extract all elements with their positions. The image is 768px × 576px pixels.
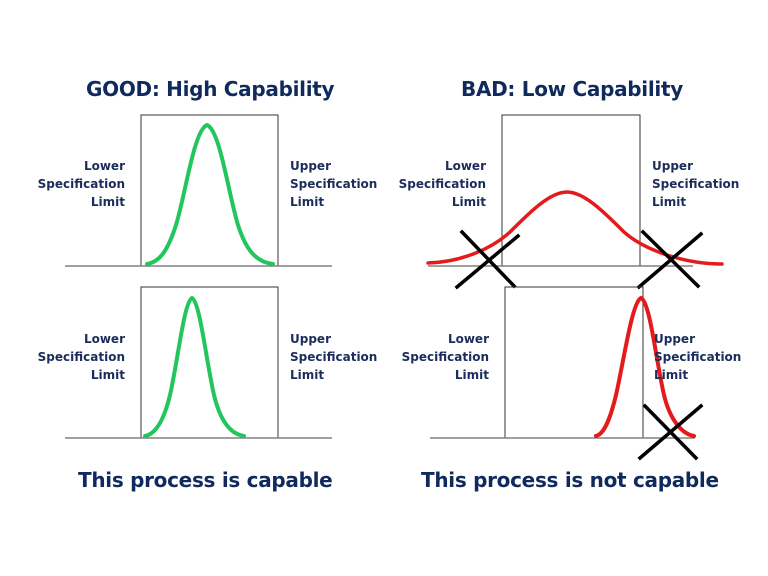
good-panel-caption: This process is capable [78,468,333,492]
label-line: Limit [90,195,125,209]
lower-spec-limit-label: Lower Specification Limit [38,157,125,211]
label-line: Upper [654,332,695,346]
label-line: Lower [444,159,486,173]
label-line: Limit [90,368,125,382]
good-distribution-curve [143,295,246,438]
lower-spec-limit-label: Lower Specification Limit [399,157,486,211]
label-line: Upper [652,159,693,173]
bad-panel-title: BAD: Low Capability [461,77,683,101]
cross-icon [636,229,704,290]
label-line: Specification [654,350,742,364]
label-line: Lower [447,332,489,346]
label-line: Specification [401,350,489,364]
good-bottom-chart [65,286,332,439]
bad-panel-caption: This process is not capable [421,468,719,492]
label-line: Limit [654,368,689,382]
label-line: Limit [652,195,687,209]
upper-spec-limit-label: Upper Specification Limit [290,330,377,384]
label-line: Specification [290,350,378,364]
lower-spec-limit-label: Lower Specification Limit [402,330,489,384]
label-line: Limit [290,368,325,382]
upper-spec-limit-label: Upper Specification Limit [654,330,741,384]
good-top-chart [65,114,332,267]
bad-distribution-curve [594,295,696,438]
spec-limit-box [140,114,279,267]
bad-top-chart [426,114,724,290]
label-line: Upper [290,159,331,173]
lower-spec-limit-label: Lower Specification Limit [38,330,125,384]
label-line: Lower [83,332,125,346]
bad-distribution-curve [426,190,724,266]
label-line: Specification [37,177,125,191]
label-line: Limit [290,195,325,209]
label-line: Specification [290,177,378,191]
label-line: Limit [454,368,489,382]
spec-limit-box [501,114,641,267]
label-line: Specification [652,177,740,191]
label-line: Specification [37,350,125,364]
upper-spec-limit-label: Upper Specification Limit [652,157,739,211]
bad-bottom-chart [430,286,704,461]
good-panel-title: GOOD: High Capability [86,77,335,101]
upper-spec-limit-label: Upper Specification Limit [290,157,377,211]
label-line: Limit [451,195,486,209]
cross-icon [637,403,704,461]
label-line: Upper [290,332,331,346]
good-distribution-curve [145,122,275,266]
label-line: Lower [83,159,125,173]
cross-icon [454,229,521,290]
label-line: Specification [398,177,486,191]
